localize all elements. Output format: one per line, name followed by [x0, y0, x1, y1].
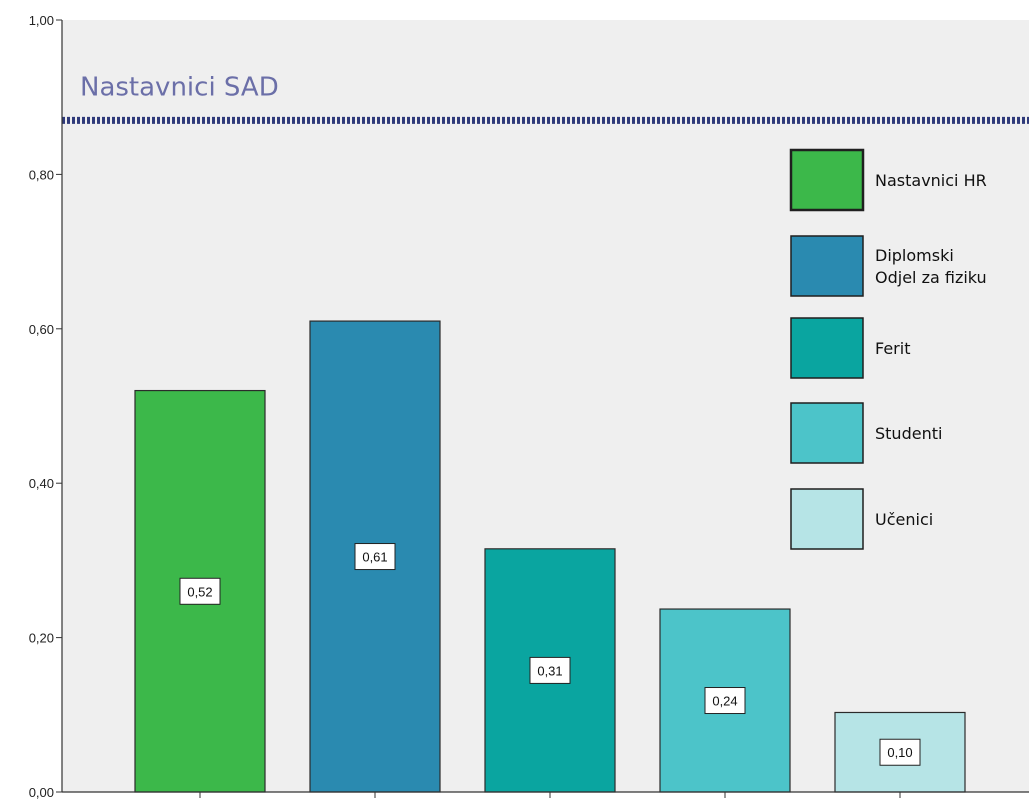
value-label-1: 0,52	[187, 584, 212, 599]
reference-line-label: Nastavnici SAD	[80, 72, 279, 102]
value-label-2: 0,61	[362, 550, 387, 565]
value-label-5: 0,10	[887, 745, 912, 760]
legend-label-4: Studenti	[875, 424, 942, 443]
legend-label-5: Učenici	[875, 510, 933, 529]
legend-label-1: Nastavnici HR	[875, 171, 987, 190]
legend-swatch-4	[791, 403, 863, 463]
y-tick-label-5: 1,00	[29, 13, 54, 28]
legend-label-2-line-1: Diplomski	[875, 246, 954, 265]
legend-swatch-3	[791, 318, 863, 378]
y-tick-label-4: 0,80	[29, 167, 54, 182]
y-tick-label-0: 0,00	[29, 785, 54, 800]
legend-swatch-1	[791, 150, 863, 210]
y-tick-label-1: 0,20	[29, 631, 54, 646]
value-label-3: 0,31	[537, 663, 562, 678]
legend-label-3: Ferit	[875, 339, 910, 358]
legend-swatch-2	[791, 236, 863, 296]
legend-swatch-5	[791, 489, 863, 549]
y-tick-label-2: 0,40	[29, 476, 54, 491]
value-label-4: 0,24	[712, 694, 737, 709]
y-tick-label-3: 0,60	[29, 322, 54, 337]
legend-label-2-line-2: Odjel za fiziku	[875, 268, 987, 287]
